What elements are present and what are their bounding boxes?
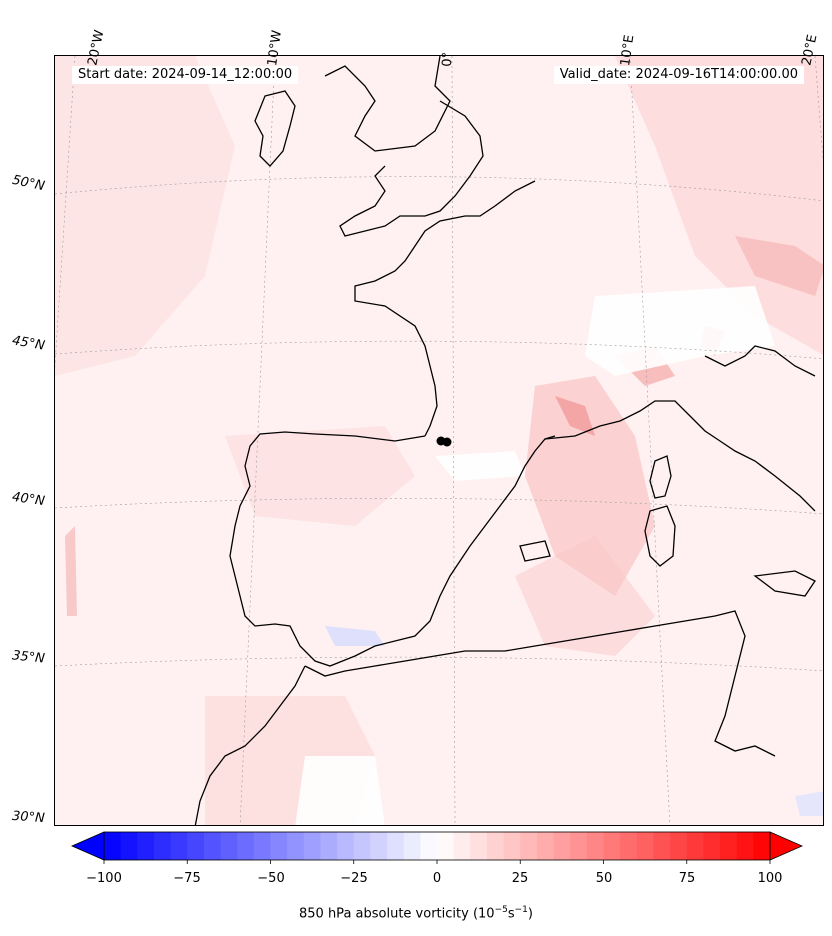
cb-tick-label: 100	[757, 871, 783, 886]
colorbar-cell	[453, 832, 471, 860]
colorbar-cell	[636, 832, 654, 860]
cb-tick-label: −75	[173, 871, 201, 886]
colorbar-cell	[437, 832, 455, 860]
colorbar-cell	[120, 832, 138, 860]
colorbar-label: 850 hPa absolute vorticity (10−5s−1)	[299, 905, 533, 922]
graticule	[55, 56, 823, 825]
lat-tick-30n: 30°N	[11, 808, 46, 827]
colorbar-cell	[570, 832, 588, 860]
colorbar-cell	[104, 832, 122, 860]
lat-tick-40n: 40°N	[11, 489, 46, 510]
vorticity-map	[55, 56, 823, 825]
colorbar-cell	[303, 832, 321, 860]
colorbar-cell	[736, 832, 754, 860]
colorbar-cell	[403, 832, 421, 860]
colorbar-cell	[553, 832, 571, 860]
start-date-label: Start date: 2024-09-14_12:00:00	[72, 66, 299, 84]
colorbar-cell	[486, 832, 505, 860]
cb-tick-label: −50	[257, 871, 285, 886]
colorbar-cell	[753, 832, 771, 860]
colorbar-cell	[203, 832, 222, 860]
colorbar-cell	[353, 832, 371, 860]
colorbar-cell	[237, 832, 255, 860]
colorbar-cell	[387, 832, 405, 860]
colorbar-cell	[153, 832, 172, 860]
lat-tick-50n: 50°N	[10, 172, 46, 195]
colorbar-cell	[137, 832, 155, 860]
colorbar-high-arrow	[770, 832, 802, 860]
colorbar-cell	[253, 832, 271, 860]
colorbar-cells	[104, 832, 771, 860]
colorbar-low-arrow	[72, 832, 104, 860]
colorbar-cell	[270, 832, 288, 860]
colorbar-cell	[686, 832, 704, 860]
lat-tick-45n: 45°N	[10, 333, 46, 354]
lat-tick-35n: 35°N	[11, 648, 46, 667]
cb-tick-label: −100	[86, 871, 122, 886]
colorbar-cell	[536, 832, 555, 860]
colorbar-cell	[670, 832, 688, 860]
colorbar-cell	[370, 832, 388, 860]
cb-tick-label: 0	[432, 871, 442, 886]
colorbar-cell	[703, 832, 721, 860]
colorbar-cell	[520, 832, 538, 860]
cb-tick-label: −25	[340, 871, 368, 886]
colorbar-cell	[420, 832, 438, 860]
colorbar-cell	[337, 832, 355, 860]
colorbar-cell	[620, 832, 638, 860]
cb-tick-label: 25	[511, 871, 529, 886]
lon-tick-0: 0°	[440, 51, 456, 67]
location-marker	[436, 436, 452, 447]
colorbar-cell	[187, 832, 205, 860]
colorbar-cell	[320, 832, 338, 860]
colorbar-cell	[653, 832, 671, 860]
colorbar-cell	[586, 832, 604, 860]
colorbar-cell	[220, 832, 238, 860]
colorbar-cell	[470, 832, 488, 860]
colorbar-cell	[170, 832, 188, 860]
map-panel	[54, 55, 824, 826]
cb-tick-label: 75	[678, 871, 696, 886]
valid-date-label: Valid_date: 2024-09-16T14:00:00.00	[553, 66, 804, 84]
coastlines	[194, 56, 816, 825]
colorbar-cell	[603, 832, 621, 860]
colorbar-cell	[287, 832, 305, 860]
vorticity-field	[55, 56, 823, 825]
colorbar	[71, 831, 803, 864]
colorbar-cell	[503, 832, 521, 860]
colorbar-cell	[720, 832, 738, 860]
cb-tick-label: 50	[595, 871, 613, 886]
colorbar-tick-marks	[103, 860, 771, 864]
